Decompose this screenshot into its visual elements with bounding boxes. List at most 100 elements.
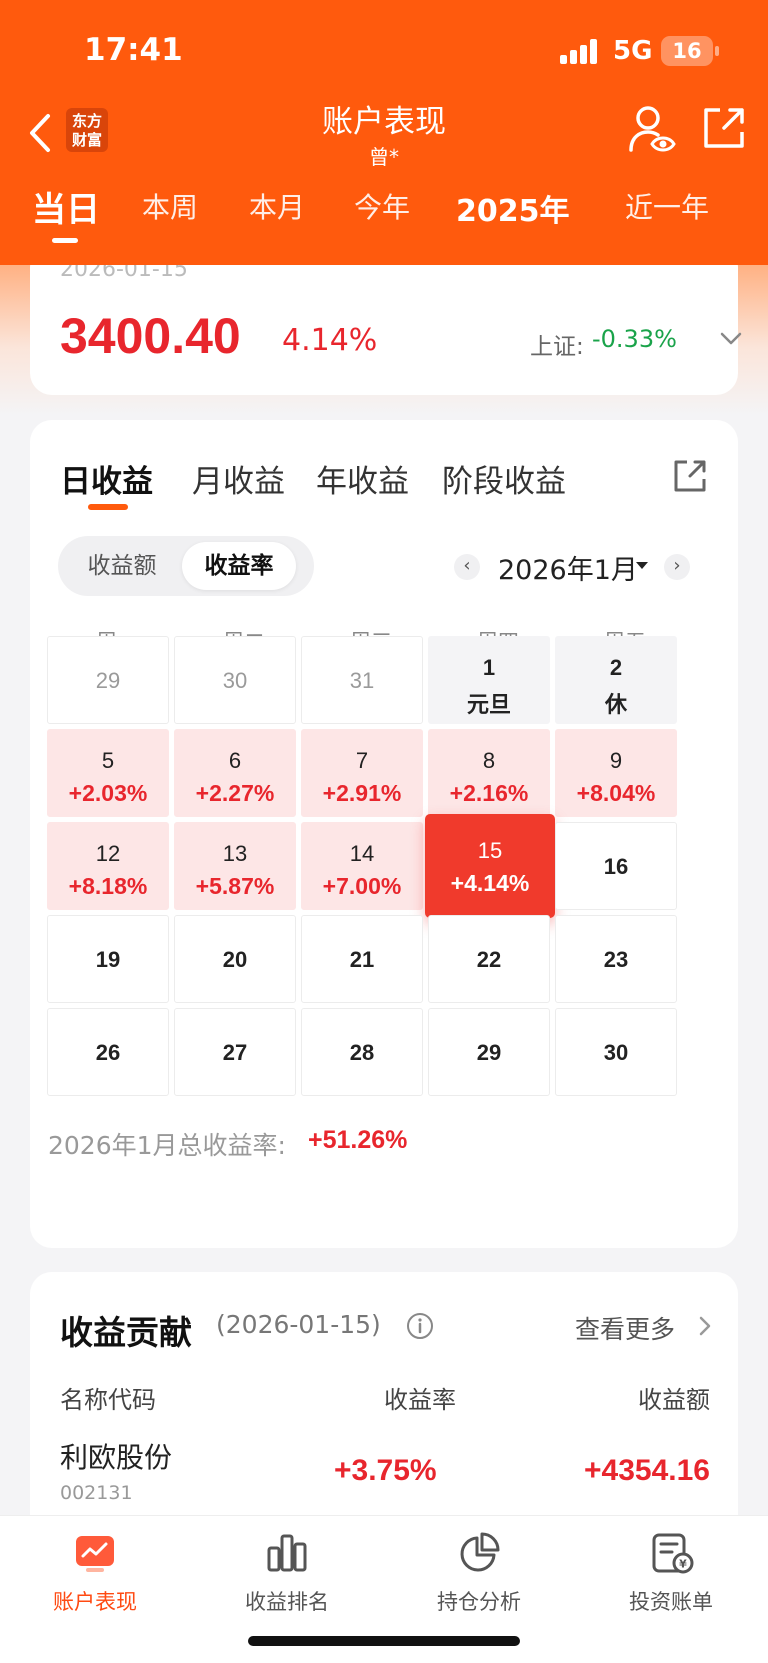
chevron-down-icon[interactable] [720, 329, 742, 349]
calendar-day-today[interactable]: 15 +4.14% [425, 814, 555, 918]
calendar-day[interactable]: 23 [555, 915, 677, 1003]
period-tab-last-year[interactable]: 近一年 [625, 191, 710, 224]
period-tab-year[interactable]: 今年 [354, 191, 411, 224]
calendar-day-number: 20 [222, 947, 248, 972]
view-more-link[interactable]: 查看更多 [575, 1315, 676, 1344]
returns-tab-indicator [88, 504, 128, 510]
calendar-day-number: 15 [477, 838, 503, 863]
tab-daily-returns[interactable]: 日收益 [60, 464, 153, 500]
calendar-day-number: 21 [349, 947, 375, 972]
tabbar-holdings-analysis[interactable]: 持仓分析 [404, 1530, 554, 1616]
amount-rate-toggle: 收益额 收益率 [58, 536, 314, 596]
summary-value: 3400.40 [60, 308, 241, 364]
pie-chart-icon [460, 1532, 500, 1572]
privacy-eye-icon[interactable] [628, 104, 676, 156]
chevron-right-icon[interactable] [698, 1316, 712, 1336]
stock-code: 002131 [60, 1482, 133, 1504]
index-label: 上证: [530, 334, 584, 360]
calendar-day-number: 27 [222, 1040, 248, 1065]
calendar-day-number: 30 [603, 1040, 629, 1065]
calendar-day-number: 16 [603, 854, 629, 879]
calendar-day[interactable]: 8 +2.16% [428, 729, 550, 817]
period-tab-week[interactable]: 本周 [142, 191, 199, 224]
returns-calendar-card: 日收益 月收益 年收益 阶段收益 收益额 收益率 ‹ 2026年1月 › 周一周… [30, 420, 738, 1248]
calendar-day-number: 9 [609, 748, 623, 773]
column-header-amount: 收益额 [638, 1386, 710, 1414]
calendar-day[interactable]: 22 [428, 915, 550, 1003]
segment-rate[interactable]: 收益率 [182, 542, 296, 590]
calendar-day[interactable]: 29 [428, 1008, 550, 1096]
column-header-rate: 收益率 [384, 1386, 456, 1414]
calendar-day-return: +4.14% [450, 870, 530, 896]
calendar-day-number: 2 [609, 655, 623, 680]
period-tab-today[interactable]: 当日 [32, 190, 100, 230]
calendar-day[interactable]: 6 +2.27% [174, 729, 296, 817]
calendar-day-return: +2.91% [322, 780, 402, 806]
calendar-day[interactable]: 21 [301, 915, 423, 1003]
calendar-day[interactable]: 1 元旦 [428, 636, 550, 724]
calendar-day-number: 26 [95, 1040, 121, 1065]
index-value: -0.33% [592, 325, 677, 353]
network-type: 5G [613, 36, 653, 66]
calendar-day-holiday: 元旦 [466, 692, 511, 717]
calendar-day[interactable]: 27 [174, 1008, 296, 1096]
share-icon[interactable] [672, 458, 708, 494]
period-tab-month[interactable]: 本月 [249, 191, 306, 224]
top-header: 17:41 5G 16 东方 财富 账户表现 曾* 当日 本周 本月 今年 202… [0, 0, 768, 265]
stock-rate: +3.75% [334, 1454, 437, 1487]
info-icon[interactable] [406, 1312, 434, 1340]
calendar-day[interactable]: 14 +7.00% [301, 822, 423, 910]
calendar-day-return: +8.18% [68, 873, 148, 899]
month-total-value: +51.26% [308, 1126, 408, 1154]
tabbar-investment-bill[interactable]: ¥ 投资账单 [596, 1530, 746, 1616]
summary-card: 2026-01-15 3400.40 4.14% 上证: -0.33% [30, 245, 742, 395]
calendar-day-number: 5 [101, 748, 115, 773]
back-arrow-icon[interactable] [22, 108, 58, 158]
next-month-button[interactable]: › [664, 554, 690, 580]
segment-amount[interactable]: 收益额 [87, 553, 157, 579]
calendar-day[interactable]: 31 [301, 636, 423, 724]
column-header-name: 名称代码 [60, 1386, 156, 1414]
calendar-day-number: 29 [95, 668, 121, 693]
calendar-day[interactable]: 20 [174, 915, 296, 1003]
calendar-day[interactable]: 5 +2.03% [47, 729, 169, 817]
tabbar-account-performance[interactable]: 账户表现 [20, 1530, 170, 1616]
month-selector[interactable]: 2026年1月 [498, 555, 638, 586]
calendar-day[interactable]: 13 +5.87% [174, 822, 296, 910]
brand-logo: 东方 财富 [66, 108, 108, 152]
calendar-day[interactable]: 9 +8.04% [555, 729, 677, 817]
calendar-day[interactable]: 30 [555, 1008, 677, 1096]
share-icon[interactable] [702, 106, 746, 150]
page-title: 账户表现 [322, 104, 446, 140]
prev-month-button[interactable]: ‹ [454, 554, 480, 580]
calendar-day[interactable]: 29 [47, 636, 169, 724]
signal-icon [560, 38, 602, 64]
calendar-day[interactable]: 7 +2.91% [301, 729, 423, 817]
tab-monthly-returns[interactable]: 月收益 [192, 464, 285, 500]
calendar-day[interactable]: 12 +8.18% [47, 822, 169, 910]
calendar-day-return: +7.00% [322, 873, 402, 899]
calendar-day-number: 29 [476, 1040, 502, 1065]
stock-amount: +4354.16 [584, 1454, 710, 1487]
calendar-day[interactable]: 19 [47, 915, 169, 1003]
calendar-day-number: 30 [222, 668, 248, 693]
calendar-day[interactable]: 26 [47, 1008, 169, 1096]
performance-chart-icon [76, 1536, 114, 1572]
calendar-day[interactable]: 28 [301, 1008, 423, 1096]
tab-period-returns[interactable]: 阶段收益 [442, 464, 566, 500]
period-tab-2025[interactable]: 2025年 [456, 194, 570, 229]
tabbar-label: 收益排名 [245, 1590, 329, 1614]
calendar-day-number: 23 [603, 947, 629, 972]
contribution-date: (2026-01-15) [216, 1310, 381, 1339]
bill-icon: ¥ [652, 1533, 694, 1574]
caret-down-icon[interactable] [636, 562, 648, 569]
account-name: 曾* [369, 145, 399, 169]
tab-yearly-returns[interactable]: 年收益 [316, 464, 409, 500]
calendar-day[interactable]: 30 [174, 636, 296, 724]
calendar-day[interactable]: 16 [555, 822, 677, 910]
period-tab-indicator [52, 238, 78, 243]
tabbar-returns-ranking[interactable]: 收益排名 [212, 1530, 362, 1616]
calendar-day-number: 22 [476, 947, 502, 972]
svg-text:¥: ¥ [679, 1558, 687, 1571]
